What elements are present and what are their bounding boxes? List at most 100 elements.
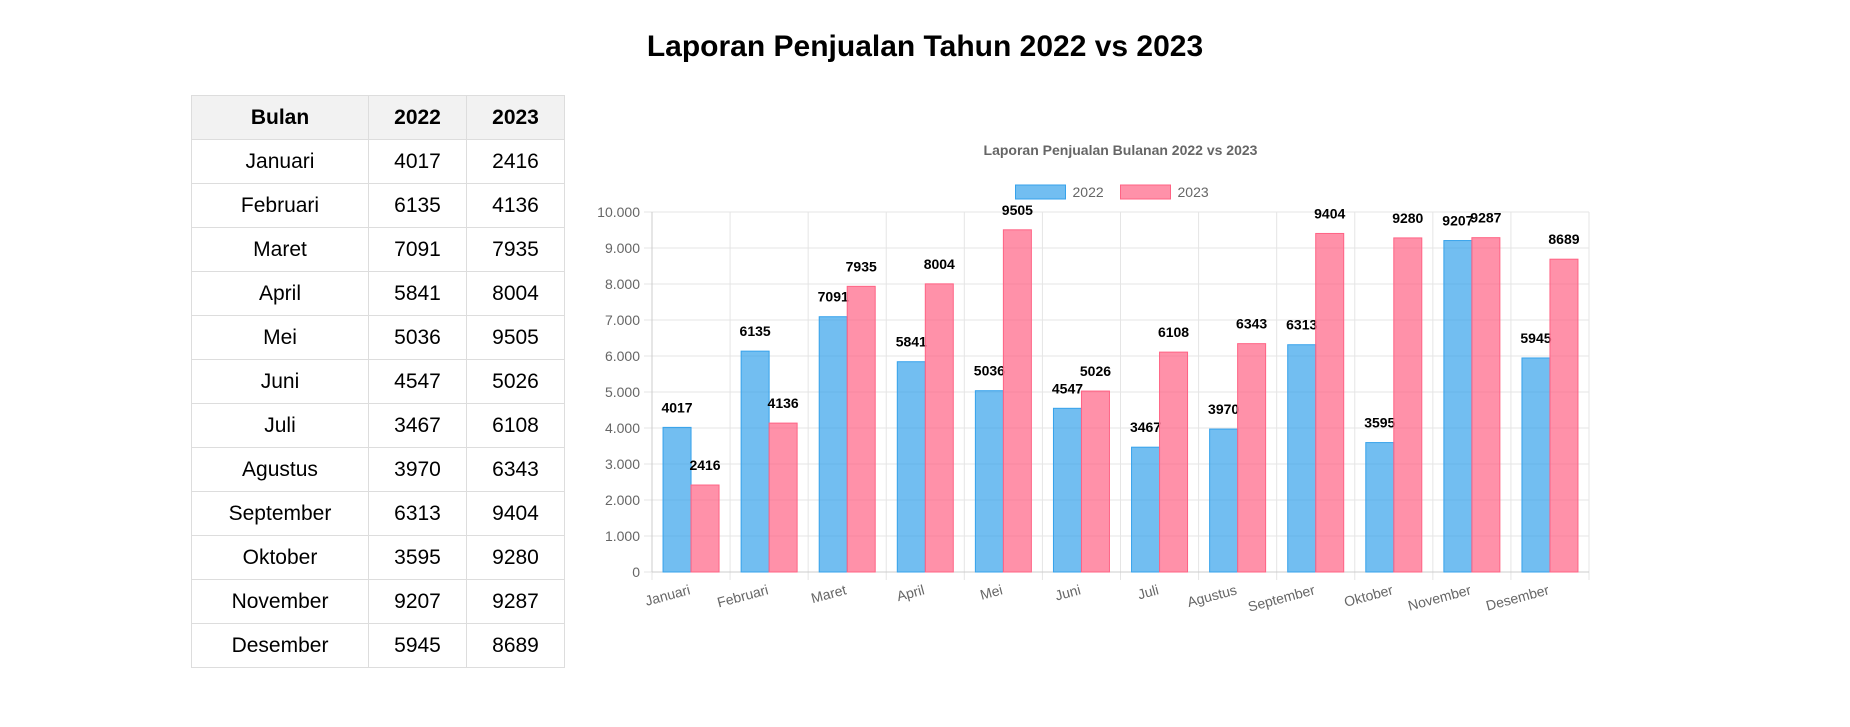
x-tick-label: April (895, 581, 926, 604)
bar-label-2022-april: 5841 (896, 334, 927, 350)
bar-label-2022-maret: 7091 (818, 289, 849, 305)
cell-2022: 4547 (368, 359, 467, 404)
cell-2022: 5945 (368, 623, 467, 668)
cell-2023: 9287 (466, 579, 565, 624)
x-tick-label: Maret (809, 581, 848, 606)
y-tick-label: 4.000 (605, 420, 640, 436)
page-title: Laporan Penjualan Tahun 2022 vs 2023 (646, 30, 1204, 63)
table-row: Desember 5945 8689 (191, 623, 565, 668)
bar-2023-juli (1159, 351, 1189, 573)
cell-month: Januari (191, 139, 369, 184)
x-tick-label: November (1406, 581, 1473, 613)
y-tick-label: 2.000 (605, 492, 640, 508)
cell-month: November (191, 579, 369, 624)
cell-2022: 6313 (368, 491, 467, 536)
table-row: April 5841 8004 (191, 271, 565, 316)
bar-label-2023-april: 8004 (924, 256, 955, 272)
bar-2022-november (1443, 240, 1473, 573)
bar-label-2022-mei: 5036 (974, 363, 1005, 379)
bar-2022-februari (740, 350, 770, 573)
cell-month: Juli (191, 403, 369, 448)
table-row: Agustus 3970 6343 (191, 447, 565, 492)
bar-label-2023-november: 9287 (1470, 210, 1501, 226)
cell-month: September (191, 491, 369, 536)
bar-2022-oktober (1365, 442, 1395, 573)
bar-2023-maret (846, 285, 876, 573)
bar-label-2023-september: 9404 (1314, 205, 1345, 221)
x-tick-label: Oktober (1342, 581, 1395, 609)
bar-label-2023-mei: 9505 (1002, 202, 1033, 218)
x-tick-label: Juni (1053, 581, 1082, 603)
cell-2022: 5841 (368, 271, 467, 316)
bar-2022-maret (818, 316, 848, 573)
cell-2023: 7935 (466, 227, 565, 272)
header-month: Bulan (191, 95, 369, 140)
bar-label-2022-juni: 4547 (1052, 380, 1083, 396)
bar-label-2022-september: 6313 (1286, 317, 1317, 333)
bar-2023-mei (1002, 229, 1032, 573)
legend-label-2022: 2022 (1073, 184, 1104, 200)
table-row: Januari 4017 2416 (191, 139, 565, 184)
bar-label-2022-november: 9207 (1442, 213, 1473, 229)
x-tick-label: Agustus (1185, 581, 1238, 610)
sales-table: Bulan 2022 2023 Januari 4017 2416 Februari 6… (191, 95, 565, 668)
bar-label-2023-juni: 5026 (1080, 363, 1111, 379)
bar-2023-november (1471, 237, 1501, 573)
bar-label-2023-agustus: 6343 (1236, 316, 1267, 332)
table-row: Oktober 3595 9280 (191, 535, 565, 580)
cell-2022: 3595 (368, 535, 467, 580)
y-tick-label: 10.000 (597, 204, 640, 220)
bar-2022-desember (1521, 357, 1551, 573)
cell-2022: 7091 (368, 227, 467, 272)
cell-2022: 3970 (368, 447, 467, 492)
y-tick-label: 5.000 (605, 384, 640, 400)
cell-month: Maret (191, 227, 369, 272)
cell-2022: 3467 (368, 403, 467, 448)
table-row: Juli 3467 6108 (191, 403, 565, 448)
cell-2023: 9280 (466, 535, 565, 580)
table-row: November 9207 9287 (191, 579, 565, 624)
legend-label-2023: 2023 (1178, 184, 1209, 200)
bar-2022-agustus (1209, 428, 1239, 573)
cell-2023: 2416 (466, 139, 565, 184)
cell-2023: 5026 (466, 359, 565, 404)
y-tick-label: 7.000 (605, 312, 640, 328)
x-tick-label: Desember (1484, 581, 1551, 613)
bar-label-2023-desember: 8689 (1548, 231, 1579, 247)
bar-2022-januari (662, 426, 692, 573)
cell-month: Juni (191, 359, 369, 404)
bar-label-2022-januari: 4017 (661, 399, 692, 415)
table-header-row: Bulan 2022 2023 (191, 95, 565, 140)
y-tick-label: 8.000 (605, 276, 640, 292)
cell-2023: 8004 (466, 271, 565, 316)
cell-2023: 9505 (466, 315, 565, 360)
cell-2023: 4136 (466, 183, 565, 228)
table-row: September 6313 9404 (191, 491, 565, 536)
cell-month: Mei (191, 315, 369, 360)
header-2022: 2022 (368, 95, 467, 140)
bar-label-2022-juli: 3467 (1130, 419, 1161, 435)
y-tick-label: 6.000 (605, 348, 640, 364)
legend-swatch-2023 (1120, 184, 1171, 200)
header-2023: 2023 (466, 95, 565, 140)
cell-month: Februari (191, 183, 369, 228)
cell-2022: 6135 (368, 183, 467, 228)
table-row: Juni 4547 5026 (191, 359, 565, 404)
bar-label-2023-februari: 4136 (768, 395, 799, 411)
cell-2022: 4017 (368, 139, 467, 184)
cell-month: Oktober (191, 535, 369, 580)
x-tick-label: Mei (978, 581, 1004, 602)
x-tick-label: Februari (715, 581, 770, 610)
bar-2022-april (896, 361, 926, 573)
legend-swatch-2022 (1015, 184, 1066, 200)
cell-2023: 9404 (466, 491, 565, 536)
bar-2023-januari (690, 484, 720, 573)
cell-month: April (191, 271, 369, 316)
bar-2022-september (1287, 344, 1317, 573)
bar-2022-mei (974, 390, 1004, 573)
x-tick-label: Januari (643, 581, 691, 608)
table-body: Januari 4017 2416 Februari 6135 4136 Maret 7091… (191, 139, 565, 668)
bar-2023-oktober (1393, 237, 1423, 573)
cell-2022: 9207 (368, 579, 467, 624)
chart-title: Laporan Penjualan Bulanan 2022 vs 2023 (984, 142, 1258, 158)
